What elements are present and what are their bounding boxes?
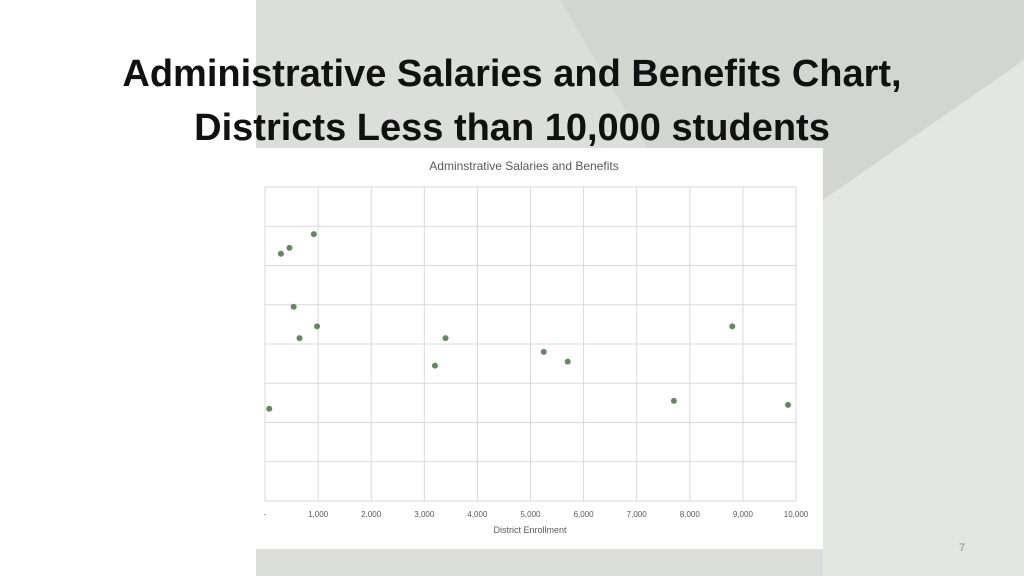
data-point (314, 323, 321, 330)
page-number: 7 (958, 542, 966, 554)
x-tick-label: 6,000 (574, 510, 595, 519)
data-point (277, 250, 284, 257)
chart-title: Adminstrative Salaries and Benefits (429, 159, 618, 173)
x-tick-label: 4,000 (467, 510, 488, 519)
x-tick-label: 10,000 (784, 510, 809, 519)
gridlines (264, 186, 797, 502)
scatter-chart: Adminstrative Salaries and Benefits 0.0%… (264, 159, 809, 535)
x-axis-ticks: - 1,000 2,000 3,000 4,000 5,000 6,000 7,000 8,00… (264, 510, 809, 519)
slide-title: Administrative Salaries and Benefits Cha… (0, 47, 1024, 155)
data-point (310, 231, 317, 238)
slide-title-line2: Districts Less than 10,000 students (194, 107, 830, 150)
data-point (785, 401, 792, 408)
x-tick-label: - (264, 510, 267, 519)
x-tick-label: 5,000 (520, 510, 541, 519)
data-point (431, 362, 438, 369)
data-point (290, 303, 297, 310)
x-axis-label: District Enrollment (493, 525, 567, 535)
data-point (540, 348, 547, 355)
data-point (564, 358, 571, 365)
data-point (286, 244, 293, 251)
data-point (266, 405, 273, 412)
slide-title-line1: Administrative Salaries and Benefits Cha… (122, 53, 902, 96)
data-point (729, 323, 736, 330)
data-points (266, 231, 792, 412)
x-tick-label: 1,000 (308, 510, 329, 519)
data-point (296, 335, 303, 342)
background-chevron (823, 60, 1024, 576)
scatter-chart-card: Adminstrative Salaries and Benefits 0.0%… (256, 148, 823, 549)
data-point (442, 335, 449, 342)
x-tick-label: 3,000 (414, 510, 435, 519)
x-tick-label: 8,000 (680, 510, 701, 519)
x-tick-label: 7,000 (627, 510, 648, 519)
x-tick-label: 2,000 (361, 510, 382, 519)
data-point (670, 397, 677, 404)
x-tick-label: 9,000 (733, 510, 754, 519)
